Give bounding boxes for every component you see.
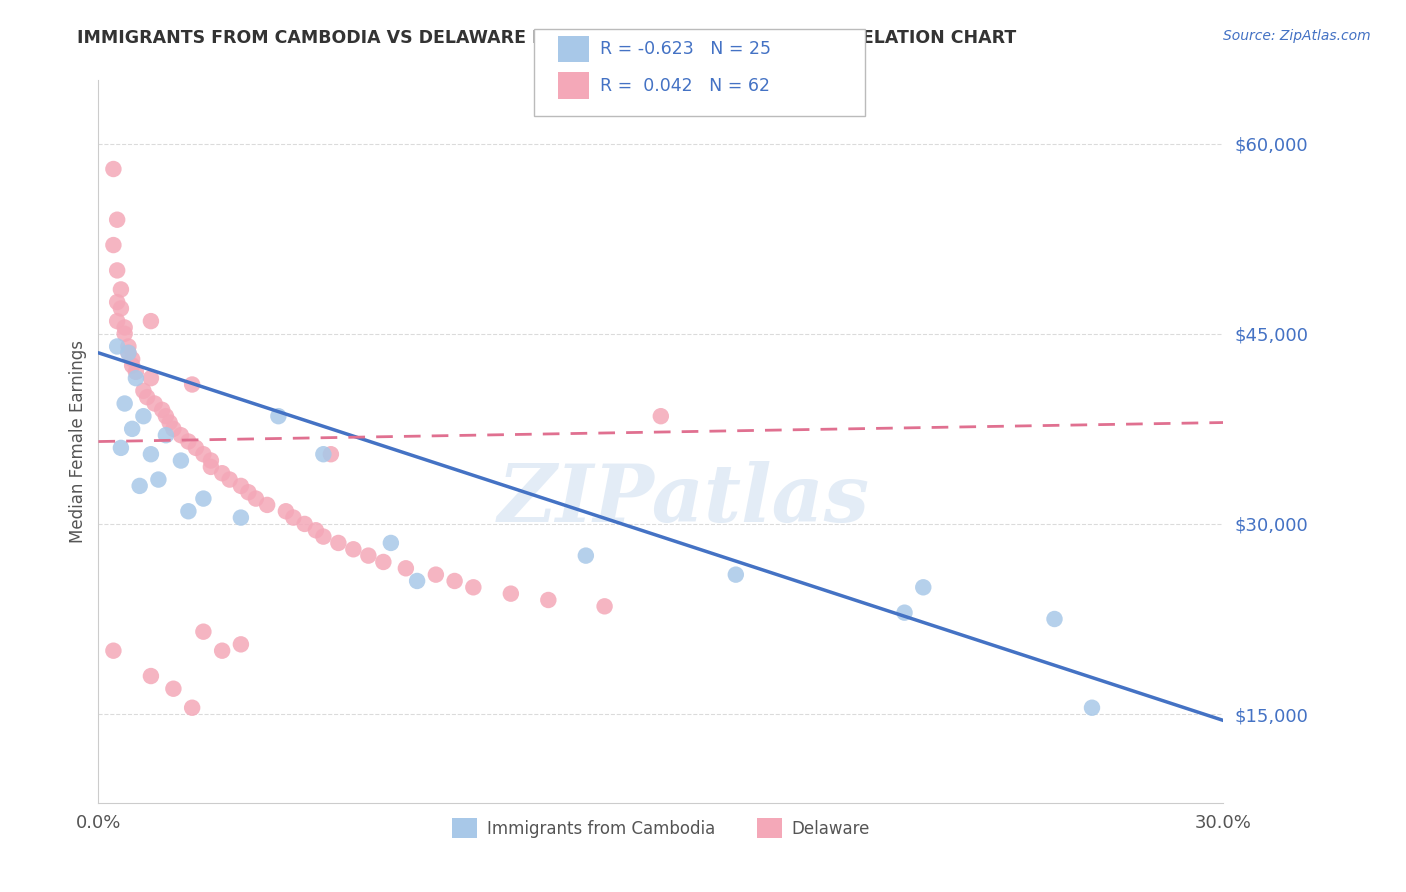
Point: [463, 580, 485, 594]
Point: [425, 567, 447, 582]
Point: [105, 339, 128, 353]
Point: [110, 282, 132, 296]
Point: [274, 504, 297, 518]
Point: [105, 314, 128, 328]
Point: [593, 599, 616, 614]
Point: [406, 574, 429, 588]
Point: [177, 434, 200, 449]
Point: [114, 396, 136, 410]
Point: [159, 416, 181, 430]
Point: [139, 371, 162, 385]
Point: [1043, 612, 1066, 626]
Point: [312, 447, 335, 461]
Point: [132, 409, 155, 424]
Point: [117, 346, 139, 360]
Point: [380, 536, 402, 550]
Point: [211, 643, 233, 657]
Point: [103, 643, 125, 657]
Point: [305, 523, 328, 537]
Text: Source: ZipAtlas.com: Source: ZipAtlas.com: [1223, 29, 1371, 43]
Point: [110, 301, 132, 316]
Point: [499, 587, 522, 601]
Point: [143, 396, 166, 410]
Point: [245, 491, 267, 506]
Point: [373, 555, 395, 569]
Point: [139, 314, 162, 328]
Point: [155, 428, 177, 442]
Point: [162, 681, 184, 696]
Point: [139, 447, 162, 461]
Point: [200, 453, 222, 467]
Point: [357, 549, 380, 563]
Point: [328, 536, 350, 550]
Point: [117, 346, 139, 360]
Text: ZIPatlas: ZIPatlas: [498, 460, 869, 538]
Text: IMMIGRANTS FROM CAMBODIA VS DELAWARE MEDIAN FEMALE EARNINGS CORRELATION CHART: IMMIGRANTS FROM CAMBODIA VS DELAWARE MED…: [77, 29, 1017, 46]
Text: R =  0.042   N = 62: R = 0.042 N = 62: [600, 77, 770, 95]
Point: [256, 498, 278, 512]
Point: [136, 390, 159, 404]
Point: [177, 504, 200, 518]
Point: [105, 295, 128, 310]
Point: [193, 447, 215, 461]
Point: [575, 549, 598, 563]
Point: [312, 530, 335, 544]
Point: [211, 467, 233, 481]
Text: R = -0.623   N = 25: R = -0.623 N = 25: [600, 40, 772, 58]
Point: [121, 422, 143, 436]
Point: [114, 326, 136, 341]
Point: [200, 459, 222, 474]
Point: [893, 606, 915, 620]
Point: [319, 447, 342, 461]
Point: [283, 510, 305, 524]
Point: [395, 561, 418, 575]
Y-axis label: Median Female Earnings: Median Female Earnings: [69, 340, 87, 543]
Point: [193, 624, 215, 639]
Point: [105, 212, 128, 227]
Point: [150, 402, 173, 417]
Point: [125, 371, 148, 385]
Point: [229, 637, 252, 651]
Point: [148, 473, 170, 487]
Point: [128, 479, 150, 493]
Point: [114, 320, 136, 334]
Point: [184, 441, 207, 455]
Point: [724, 567, 747, 582]
Point: [218, 473, 240, 487]
Point: [537, 593, 560, 607]
Point: [229, 479, 252, 493]
Point: [650, 409, 672, 424]
Point: [103, 238, 125, 252]
Point: [193, 491, 215, 506]
Legend: Immigrants from Cambodia, Delaware: Immigrants from Cambodia, Delaware: [446, 812, 876, 845]
Point: [117, 339, 139, 353]
Point: [181, 700, 204, 714]
Point: [294, 516, 316, 531]
Point: [162, 422, 184, 436]
Point: [181, 377, 204, 392]
Point: [912, 580, 935, 594]
Point: [110, 441, 132, 455]
Point: [229, 510, 252, 524]
Point: [342, 542, 364, 557]
Point: [125, 365, 148, 379]
Point: [132, 384, 155, 398]
Point: [105, 263, 128, 277]
Point: [1081, 700, 1104, 714]
Point: [170, 428, 193, 442]
Point: [170, 453, 193, 467]
Point: [238, 485, 260, 500]
Point: [155, 409, 177, 424]
Point: [121, 352, 143, 367]
Point: [139, 669, 162, 683]
Point: [121, 359, 143, 373]
Point: [443, 574, 465, 588]
Point: [103, 161, 125, 176]
Point: [267, 409, 290, 424]
